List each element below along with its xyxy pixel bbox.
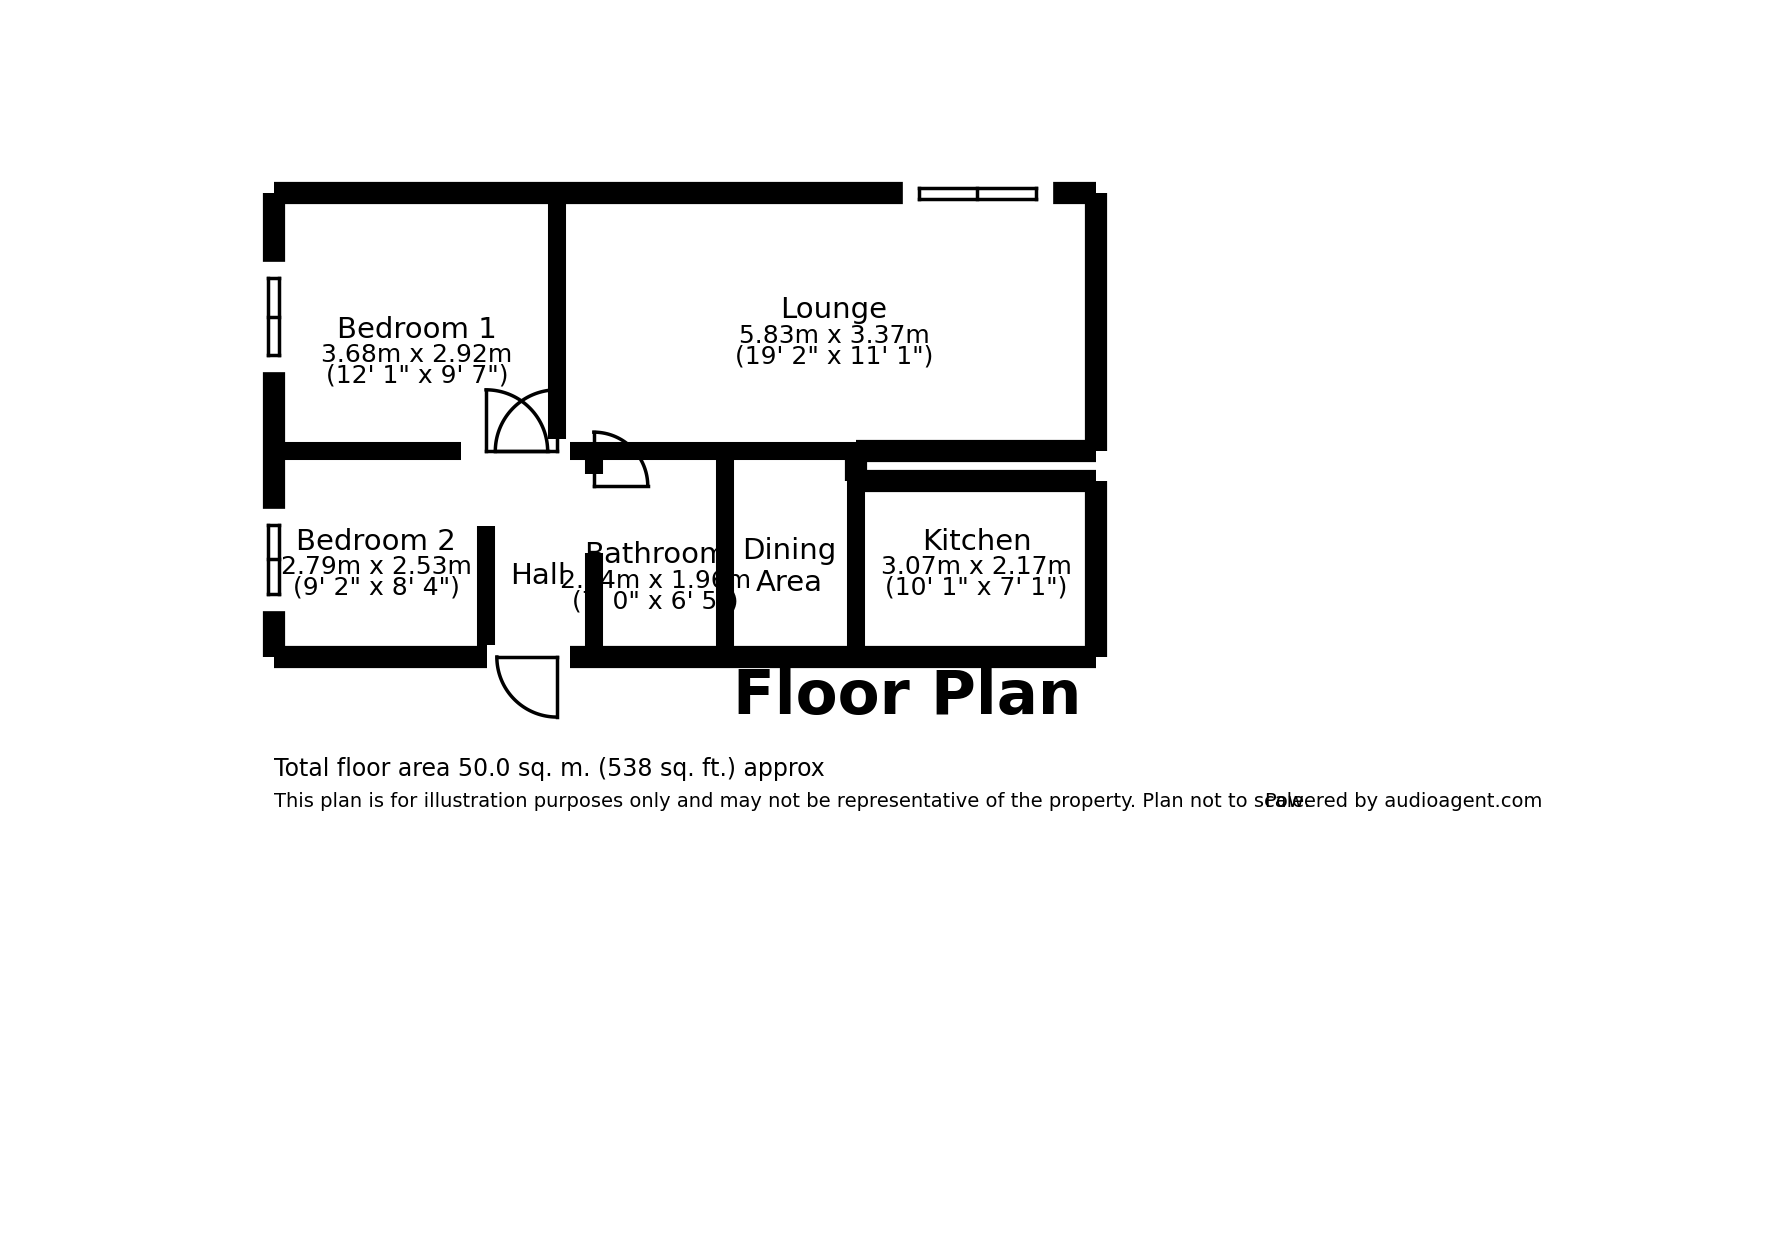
Text: Lounge: Lounge [781,296,887,325]
Text: (12' 1" x 9' 7"): (12' 1" x 9' 7") [326,365,508,388]
Text: Bedroom 1: Bedroom 1 [336,316,496,343]
Text: 3.68m x 2.92m: 3.68m x 2.92m [321,343,512,367]
Text: This plan is for illustration purposes only and may not be representative of the: This plan is for illustration purposes o… [273,792,1311,811]
Text: Kitchen: Kitchen [921,527,1031,556]
Text: (10' 1" x 7' 1"): (10' 1" x 7' 1") [886,575,1068,600]
Text: 2.14m x 1.96m: 2.14m x 1.96m [560,569,751,593]
Text: Floor Plan: Floor Plan [733,667,1082,727]
Text: Dining
Area: Dining Area [742,537,836,598]
Text: Hall: Hall [510,562,565,590]
Text: Powered by audioagent.com: Powered by audioagent.com [1264,792,1543,811]
Text: Bathroom: Bathroom [584,542,728,569]
Text: 5.83m x 3.37m: 5.83m x 3.37m [739,324,930,348]
Text: (9' 2" x 8' 4"): (9' 2" x 8' 4") [292,575,459,600]
Text: (7' 0" x 6' 5"): (7' 0" x 6' 5") [572,589,739,614]
Text: 3.07m x 2.17m: 3.07m x 2.17m [882,556,1071,579]
Text: Total floor area 50.0 sq. m. (538 sq. ft.) approx: Total floor area 50.0 sq. m. (538 sq. ft… [273,758,824,781]
Text: 2.79m x 2.53m: 2.79m x 2.53m [280,556,471,579]
Text: (19' 2" x 11' 1"): (19' 2" x 11' 1") [735,345,933,368]
Text: Bedroom 2: Bedroom 2 [296,527,455,556]
